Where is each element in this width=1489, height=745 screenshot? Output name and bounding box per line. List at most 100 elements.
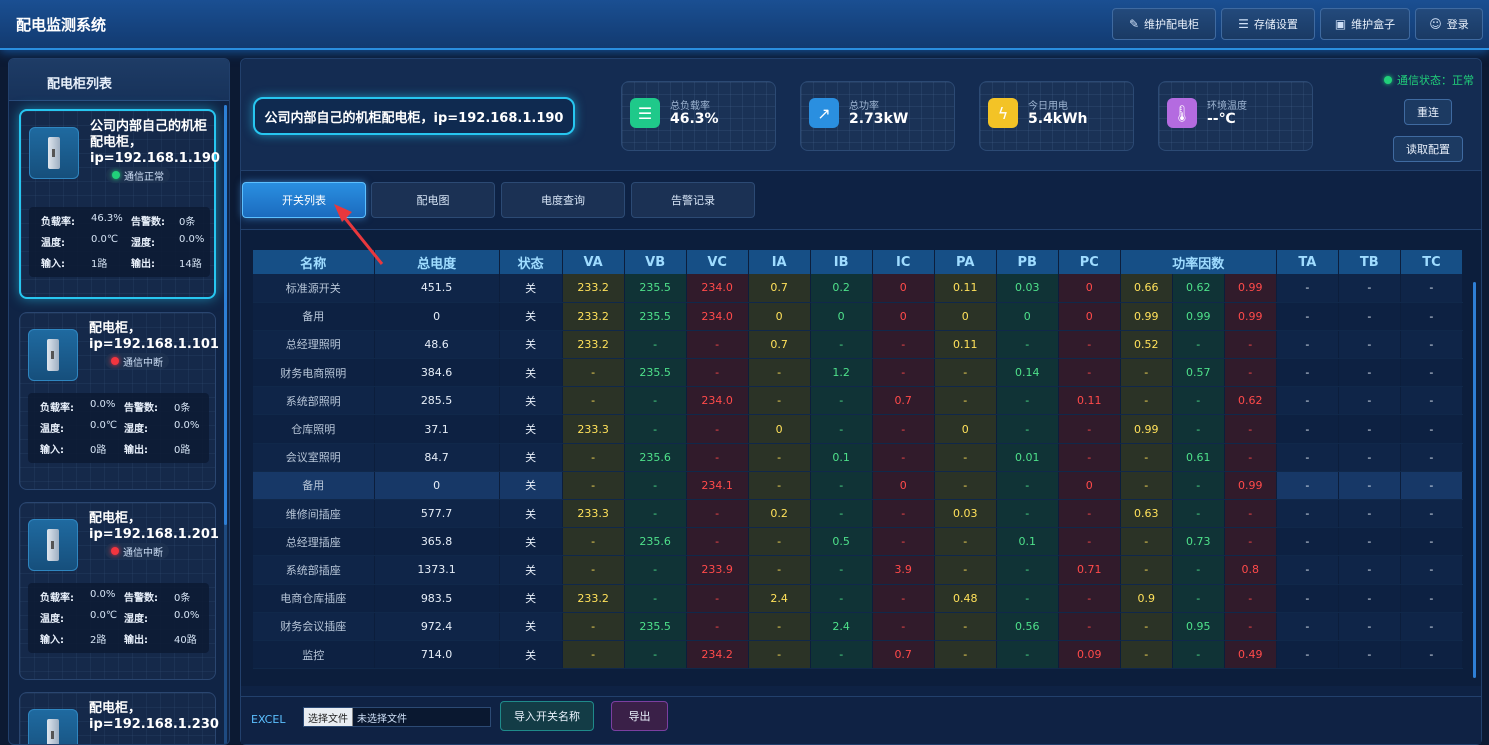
table-row[interactable]: 系统部照明 285.5 关 - -234.0- -0.7- -0.11- -0.62- - -: [253, 386, 1464, 416]
output-value: 0路: [174, 445, 191, 456]
file-input[interactable]: 选择文件 未选择文件: [303, 707, 491, 727]
reconnect-button[interactable]: 重连: [1404, 99, 1452, 125]
cabinet-card-101[interactable]: 配电柜，ip=192.168.1.101 通信中断 负载率: 0.0% 告警数: 0条…: [19, 312, 219, 490]
table-row[interactable]: 维修间插座 577.7 关 233.3- -0.2- -0.03- -0.63- - - - -: [253, 499, 1464, 529]
tab-energy-query[interactable]: 电度查询: [501, 182, 625, 218]
table-row[interactable]: 监控 714.0 关 - -234.2- -0.7- -0.09- -0.49- - -: [253, 640, 1464, 670]
table-cell: 0: [934, 302, 997, 331]
metric-label: 今日用电: [1028, 101, 1068, 112]
table-cell: -: [1224, 499, 1277, 529]
status-badge: 通信中断: [105, 353, 169, 369]
table-cell: 235.5: [624, 302, 687, 331]
table-row[interactable]: 总经理照明 48.6 关 233.2- -0.7- -0.11- -0.52- - - - -: [253, 330, 1464, 360]
table-cell: 2.4: [810, 612, 873, 641]
cabinet-name: 公司内部自己的机柜配电柜，ip=192.168.1.190: [90, 119, 220, 166]
table-cell: 备用: [253, 302, 375, 331]
table-cell: -: [872, 612, 935, 641]
table-cell: -: [1338, 471, 1401, 501]
col-pc: PC: [1058, 250, 1121, 274]
col-tb: TB: [1338, 250, 1401, 274]
table-cell: -: [1338, 443, 1401, 472]
table-row[interactable]: 财务会议插座 972.4 关 -235.5- -2.4- -0.56- -0.95- - - -: [253, 612, 1464, 641]
table-cell: -: [748, 471, 811, 501]
cabinet-card-201[interactable]: 配电柜，ip=192.168.1.201 通信中断 负载率: 0.0% 告警数: 0条…: [19, 502, 219, 680]
pencil-icon: ✎: [1128, 17, 1140, 31]
table-cell: 0.14: [996, 358, 1059, 388]
table-cell: -: [686, 612, 749, 641]
table-cell: -: [1276, 471, 1339, 501]
table-cell: 0.99: [1224, 302, 1277, 331]
table-cell: -: [1172, 499, 1225, 529]
humidity-value: 0.0%: [179, 234, 205, 245]
table-cell: -: [1224, 330, 1277, 360]
table-cell: -: [810, 499, 873, 529]
overview-area: 公司内部自己的机柜配电柜，ip=192.168.1.190 ☰ 总负载率 46.…: [241, 59, 1481, 171]
sidebar-scroll-thumb[interactable]: [224, 105, 227, 525]
maintain-box-button[interactable]: ▣ 维护盒子: [1320, 8, 1410, 40]
tab-switch-list[interactable]: 开关列表: [242, 182, 366, 218]
cabinet-card-190[interactable]: 公司内部自己的机柜配电柜，ip=192.168.1.190 通信正常 负载率: 4…: [19, 109, 220, 299]
table-cell: 233.9: [686, 555, 749, 585]
choose-file-button[interactable]: 选择文件: [304, 708, 353, 726]
table-cell: 48.6: [374, 330, 500, 360]
table-cell: -: [1400, 471, 1464, 501]
table-cell: -: [1276, 443, 1339, 472]
table-row[interactable]: 电商仓库插座 983.5 关 233.2- -2.4- -0.48- -0.9- - - - -: [253, 584, 1464, 613]
import-switch-names-button[interactable]: 导入开关名称: [500, 701, 594, 731]
table-cell: 0.7: [748, 330, 811, 360]
storage-settings-label: 存储设置: [1253, 18, 1298, 31]
table-cell: 0.66: [1120, 274, 1173, 303]
status-dot-icon: [112, 171, 120, 179]
table-cell: -: [1276, 330, 1339, 360]
table-cell: -: [872, 527, 935, 557]
read-config-button[interactable]: 读取配置: [1393, 136, 1463, 162]
input-label: 输入:: [40, 635, 64, 646]
table-cell: -: [1224, 443, 1277, 472]
maintain-cabinet-button[interactable]: ✎ 维护配电柜: [1112, 8, 1216, 40]
table-cell: 维修间插座: [253, 499, 375, 529]
table-row[interactable]: 财务电商照明 384.6 关 -235.5- -1.2- -0.14- -0.57- - - -: [253, 358, 1464, 388]
col-ic: IC: [872, 250, 935, 274]
tab-distribution-diagram[interactable]: 配电图: [371, 182, 495, 218]
table-cell: 983.5: [374, 584, 500, 613]
table-cell: 0.57: [1172, 358, 1225, 388]
table-cell: 总经理插座: [253, 527, 375, 557]
table-row[interactable]: 会议室照明 84.7 关 -235.6- -0.1- -0.01- -0.61- - - -: [253, 443, 1464, 472]
table-cell: -: [996, 499, 1059, 529]
table-scrollbar[interactable]: [1473, 282, 1476, 678]
table-cell: -: [1120, 358, 1173, 388]
cabinet-stats: 负载率: 0.0% 告警数: 0条 温度: 0.0℃ 湿度: 0.0% 输入: 0路 输出: 0路: [28, 393, 209, 463]
cabinet-card-230[interactable]: 配电柜，ip=192.168.1.230: [19, 692, 219, 744]
metric-label: 环境温度: [1207, 101, 1247, 112]
table-cell: -: [934, 612, 997, 641]
table-cell: 0.95: [1172, 612, 1225, 641]
table-cell: 关: [499, 386, 563, 416]
table-row[interactable]: 标准源开关 451.5 关 233.2 235.5 234.0 0.7 0.2 0 0.11 0.0…: [253, 274, 1464, 303]
login-button[interactable]: ☺ 登录: [1415, 8, 1483, 40]
table-row[interactable]: 备用 0 关 233.2 235.5 234.0 0 0 0 0 0 0 0.99 0.99 0.99- - -: [253, 302, 1464, 331]
metric-label: 总功率: [849, 101, 879, 112]
table-cell: 0: [810, 302, 873, 331]
load-label: 负载率:: [41, 217, 75, 228]
storage-settings-button[interactable]: ☰ 存储设置: [1221, 8, 1315, 40]
table-row[interactable]: 仓库照明 37.1 关 233.3- -0- -0- -0.99- - - - -: [253, 414, 1464, 444]
col-ta: TA: [1276, 250, 1339, 274]
table-cell: -: [1400, 612, 1464, 641]
table-cell: -: [748, 358, 811, 388]
table-cell: 714.0: [374, 640, 500, 670]
tab-alarm-records[interactable]: 告警记录: [631, 182, 755, 218]
table-cell: 235.6: [624, 443, 687, 472]
thermometer-icon: 🌡: [1167, 98, 1197, 128]
col-vb: VB: [624, 250, 687, 274]
table-cell: -: [996, 555, 1059, 585]
table-cell: -: [1058, 612, 1121, 641]
table-cell: -: [1400, 414, 1464, 444]
table-row[interactable]: 总经理插座 365.8 关 -235.6- -0.5- -0.1- -0.73- - - -: [253, 527, 1464, 557]
table-row[interactable]: 备用 0 关 - -234.1- -0- -0- -0.99- - -: [253, 471, 1464, 501]
export-button[interactable]: 导出: [611, 701, 668, 731]
input-label: 输入:: [40, 445, 64, 456]
load-label: 负载率:: [40, 403, 74, 414]
table-cell: 0.9: [1120, 584, 1173, 613]
table-cell: -: [1224, 414, 1277, 444]
table-row[interactable]: 系统部插座 1373.1 关 - -233.9- -3.9- -0.71- -0.8- - -: [253, 555, 1464, 585]
